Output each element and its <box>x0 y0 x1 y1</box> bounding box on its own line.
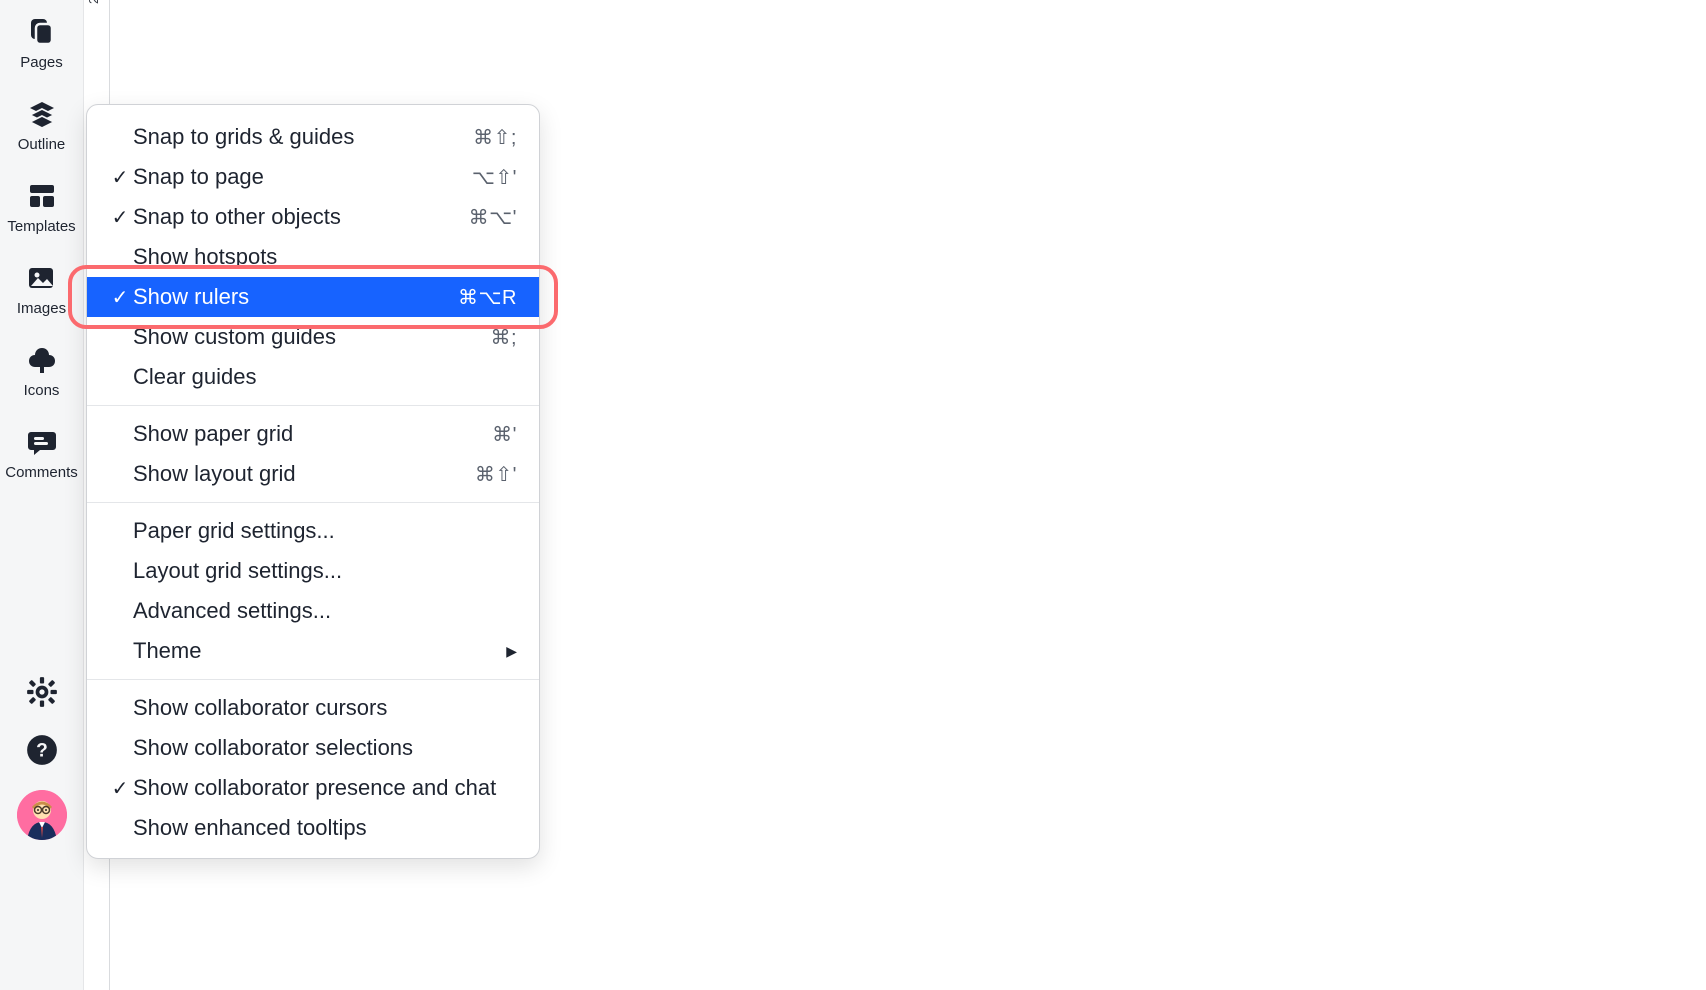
sidebar-item-label: Outline <box>18 136 66 154</box>
menu-separator <box>87 679 539 680</box>
checkmark-icon: ✓ <box>109 285 131 310</box>
icons-icon <box>24 342 60 378</box>
canvas-area[interactable]: 20 Snap to grids & guides⌘⇧;✓Snap to pag… <box>84 0 1706 990</box>
menu-item-show-custom-guides[interactable]: Show custom guides⌘; <box>87 317 539 357</box>
checkmark-icon: ✓ <box>109 205 131 230</box>
menu-item-show-collab-presence[interactable]: ✓Show collaborator presence and chat <box>87 768 539 808</box>
user-avatar[interactable] <box>17 790 67 840</box>
menu-item-label: Layout grid settings... <box>133 558 517 584</box>
menu-item-label: Show hotspots <box>133 244 517 270</box>
menu-item-label: Clear guides <box>133 364 517 390</box>
sidebar-item-images[interactable]: Images <box>17 260 66 318</box>
sidebar-item-label: Templates <box>7 218 75 236</box>
menu-item-label: Advanced settings... <box>133 598 517 624</box>
menu-item-label: Show custom guides <box>133 324 490 350</box>
menu-item-label: Show layout grid <box>133 461 475 487</box>
outline-icon <box>24 96 60 132</box>
view-context-menu: Snap to grids & guides⌘⇧;✓Snap to page⌥⇧… <box>86 104 540 859</box>
comments-icon <box>24 424 60 460</box>
checkmark-icon: ✓ <box>109 776 131 801</box>
menu-item-show-paper-grid[interactable]: Show paper grid⌘' <box>87 414 539 454</box>
menu-item-label: Snap to other objects <box>133 204 469 230</box>
templates-icon <box>24 178 60 214</box>
menu-separator <box>87 502 539 503</box>
menu-item-label: Theme <box>133 638 506 664</box>
menu-item-paper-grid-settings[interactable]: Paper grid settings... <box>87 511 539 551</box>
pages-icon <box>23 14 59 50</box>
menu-item-shortcut: ⌘⇧; <box>473 125 517 150</box>
menu-item-label: Show collaborator selections <box>133 735 517 761</box>
svg-text:?: ? <box>36 740 48 761</box>
menu-item-snap-grids-guides[interactable]: Snap to grids & guides⌘⇧; <box>87 117 539 157</box>
sidebar-item-label: Pages <box>20 54 63 72</box>
sidebar-settings[interactable] <box>24 674 60 710</box>
sidebar-item-label: Images <box>17 300 66 318</box>
menu-item-label: Paper grid settings... <box>133 518 517 544</box>
sidebar-help[interactable]: ? <box>24 732 60 768</box>
menu-separator <box>87 405 539 406</box>
gear-icon <box>24 674 60 710</box>
menu-item-label: Show paper grid <box>133 421 492 447</box>
menu-item-shortcut: ⌘; <box>490 325 517 350</box>
menu-item-snap-to-other-objects[interactable]: ✓Snap to other objects⌘⌥' <box>87 197 539 237</box>
menu-item-show-rulers[interactable]: ✓Show rulers⌘⌥R <box>87 277 539 317</box>
checkmark-icon: ✓ <box>109 165 131 190</box>
menu-item-label: Show collaborator cursors <box>133 695 517 721</box>
sidebar-item-label: Icons <box>24 382 60 400</box>
menu-item-shortcut: ⌥⇧' <box>472 165 517 190</box>
menu-item-clear-guides[interactable]: Clear guides <box>87 357 539 397</box>
app-root: Pages Outline Templates Images <box>0 0 1706 990</box>
ruler-tick-label: 20 <box>86 0 101 4</box>
menu-item-label: Show rulers <box>133 284 458 310</box>
menu-item-shortcut: ⌘⌥R <box>458 285 517 310</box>
sidebar-nav-top: Pages Outline Templates Images <box>5 14 78 482</box>
menu-item-layout-grid-settings[interactable]: Layout grid settings... <box>87 551 539 591</box>
menu-item-shortcut: ⌘⌥' <box>469 205 517 230</box>
menu-item-shortcut: ⌘⇧' <box>475 462 517 487</box>
menu-item-show-layout-grid[interactable]: Show layout grid⌘⇧' <box>87 454 539 494</box>
submenu-arrow-icon: ▶ <box>506 643 517 660</box>
menu-item-label: Show collaborator presence and chat <box>133 775 517 801</box>
menu-item-theme[interactable]: Theme▶ <box>87 631 539 671</box>
menu-item-shortcut: ⌘' <box>492 422 517 447</box>
sidebar-item-outline[interactable]: Outline <box>18 96 66 154</box>
sidebar-nav-bottom: ? <box>17 674 67 990</box>
help-icon: ? <box>24 732 60 768</box>
sidebar-item-icons[interactable]: Icons <box>24 342 60 400</box>
menu-item-show-collab-selections[interactable]: Show collaborator selections <box>87 728 539 768</box>
menu-item-label: Snap to grids & guides <box>133 124 473 150</box>
sidebar-item-pages[interactable]: Pages <box>20 14 63 72</box>
menu-item-show-enhanced-tooltips[interactable]: Show enhanced tooltips <box>87 808 539 848</box>
menu-item-advanced-settings[interactable]: Advanced settings... <box>87 591 539 631</box>
images-icon <box>23 260 59 296</box>
menu-item-label: Show enhanced tooltips <box>133 815 517 841</box>
menu-item-show-hotspots[interactable]: Show hotspots <box>87 237 539 277</box>
menu-item-show-collab-cursors[interactable]: Show collaborator cursors <box>87 688 539 728</box>
sidebar: Pages Outline Templates Images <box>0 0 84 990</box>
sidebar-item-comments[interactable]: Comments <box>5 424 78 482</box>
menu-item-snap-to-page[interactable]: ✓Snap to page⌥⇧' <box>87 157 539 197</box>
sidebar-item-label: Comments <box>5 464 78 482</box>
menu-item-label: Snap to page <box>133 164 472 190</box>
sidebar-item-templates[interactable]: Templates <box>7 178 75 236</box>
